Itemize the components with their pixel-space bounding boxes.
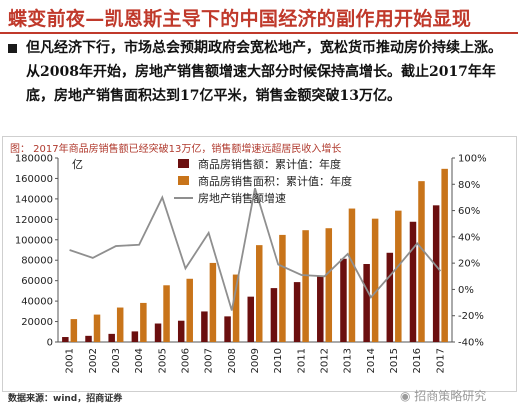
bar-sales-amount [224, 316, 231, 342]
bar-sales-area [348, 208, 356, 342]
legend-label: 商品房销售额：累计值：年度 [198, 157, 341, 171]
source-note: 数据来源：wind，招商证券 [8, 394, 123, 404]
legend-label: 房地产销售额增速 [198, 191, 286, 205]
bar-sales-amount [154, 323, 162, 342]
bar-sales-area [395, 210, 402, 342]
x-tick-label: 2016 [412, 348, 423, 373]
bar-sales-area [279, 234, 286, 342]
bar-sales-amount [62, 337, 69, 342]
x-tick-label: 2013 [343, 348, 354, 373]
bar-sales-area [302, 230, 309, 342]
x-tick-label: 2015 [389, 348, 400, 373]
x-tick-label: 2011 [296, 348, 307, 373]
x-tick-label: 2001 [65, 348, 76, 373]
bar-sales-amount [247, 296, 254, 342]
summary-paragraph: 但凡经济下行，市场总会预期政府会宽松地产，宽松货币推动房价持续上涨。从2008年… [26, 40, 502, 104]
x-tick-label: 2017 [435, 348, 446, 373]
x-tick-label: 2012 [320, 348, 331, 373]
bar-sales-area [256, 245, 263, 342]
bar-sales-area [163, 285, 170, 342]
square-bullet-icon [8, 44, 17, 53]
bar-sales-area [232, 274, 240, 342]
y-tick-label-right: 100% [458, 154, 487, 165]
bar-sales-area [186, 278, 193, 342]
page-title: 蝶变前夜—凯恩斯主导下的中国经济的副作用开始显现 [8, 8, 472, 30]
y-tick-label-right: 20% [458, 259, 480, 270]
y-unit-label: 亿 [72, 158, 83, 171]
bar-sales-amount [85, 335, 92, 342]
y-tick-label-right: 40% [458, 232, 480, 243]
wechat-logo-icon: ◉ [400, 389, 415, 403]
y-tick-label-left: 80000 [21, 256, 53, 267]
bar-sales-amount [131, 331, 139, 342]
legend-swatch [178, 176, 189, 185]
bar-sales-amount [177, 320, 185, 342]
y-tick-label-left: 40000 [21, 297, 53, 308]
bar-sales-area [140, 302, 147, 342]
y-tick-label-right: 60% [458, 206, 480, 217]
x-tick-label: 2004 [134, 348, 145, 373]
y-tick-label-right: -20% [458, 311, 484, 322]
watermark-label: 招商策略研究 [414, 389, 487, 403]
line-sales-growth [69, 187, 442, 311]
bar-sales-area [325, 228, 333, 342]
y-tick-label-left: 60000 [21, 276, 53, 287]
bar-sales-area [441, 168, 448, 342]
y-tick-label-left: 120000 [15, 215, 53, 226]
bar-sales-amount [432, 205, 440, 342]
bar-sales-amount [409, 221, 417, 342]
x-tick-label: 2007 [204, 348, 215, 373]
bar-sales-amount [340, 258, 347, 342]
legend-swatch [178, 159, 189, 168]
bar-sales-area [371, 218, 379, 342]
bar-sales-amount [317, 276, 324, 342]
legend-label: 商品房销售面积：累计值：年度 [198, 174, 352, 188]
bar-sales-amount [293, 282, 301, 342]
bar-sales-amount [386, 252, 394, 342]
y-tick-label-right: -40% [458, 338, 484, 349]
y-tick-label-left: 180000 [15, 154, 53, 165]
y-tick-label-right: 0% [458, 285, 474, 296]
y-tick-label-left: 160000 [15, 174, 53, 185]
bar-sales-amount [108, 333, 115, 342]
bar-sales-amount [270, 288, 278, 342]
y-tick-label-left: 20000 [21, 317, 53, 328]
bar-sales-amount [363, 264, 370, 342]
y-tick-label-left: 140000 [15, 194, 53, 205]
x-tick-label: 2009 [250, 348, 261, 373]
bar-sales-area [116, 307, 124, 342]
x-tick-label: 2006 [180, 348, 191, 373]
x-tick-label: 2008 [227, 348, 238, 373]
x-tick-label: 2014 [366, 348, 377, 373]
bar-sales-amount [201, 311, 208, 342]
title-divider [0, 32, 518, 34]
y-tick-label-left: 100000 [15, 235, 53, 246]
bar-sales-area [70, 319, 78, 342]
x-tick-label: 2010 [273, 348, 284, 373]
watermark: ◉ 招商策略研究 [400, 387, 486, 404]
x-tick-label: 2002 [88, 348, 99, 373]
figure-caption: 图： 2017年商品房销售额已经突破13万亿，销售额增速远超居民收入增长 [10, 144, 342, 155]
bar-sales-area [93, 314, 101, 342]
y-tick-label-right: 80% [458, 180, 480, 191]
y-tick-label-left: 0 [47, 338, 53, 349]
x-tick-label: 2005 [157, 348, 168, 373]
bar-sales-area [418, 181, 425, 342]
bar-sales-area [209, 262, 217, 342]
x-tick-label: 2003 [111, 348, 122, 373]
